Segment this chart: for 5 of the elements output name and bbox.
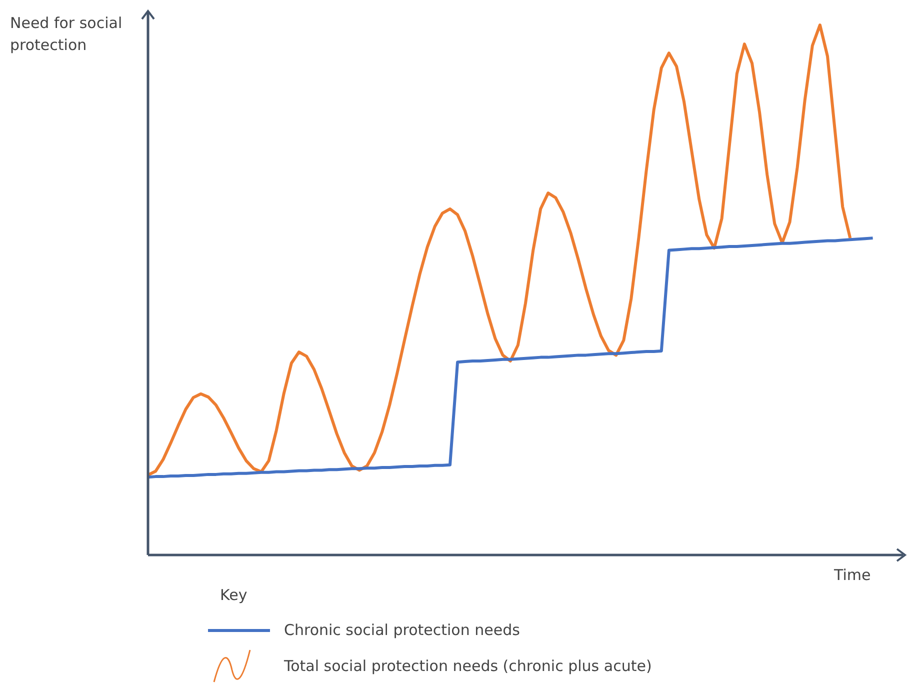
y-axis-title: Need for social protection [10,13,124,56]
x-axis-title: Time [834,566,871,584]
legend-label: Chronic social protection needs [284,621,520,639]
legend-label: Total social protection needs (chronic plus acute) [284,657,652,675]
legend-title: Key [220,586,248,604]
